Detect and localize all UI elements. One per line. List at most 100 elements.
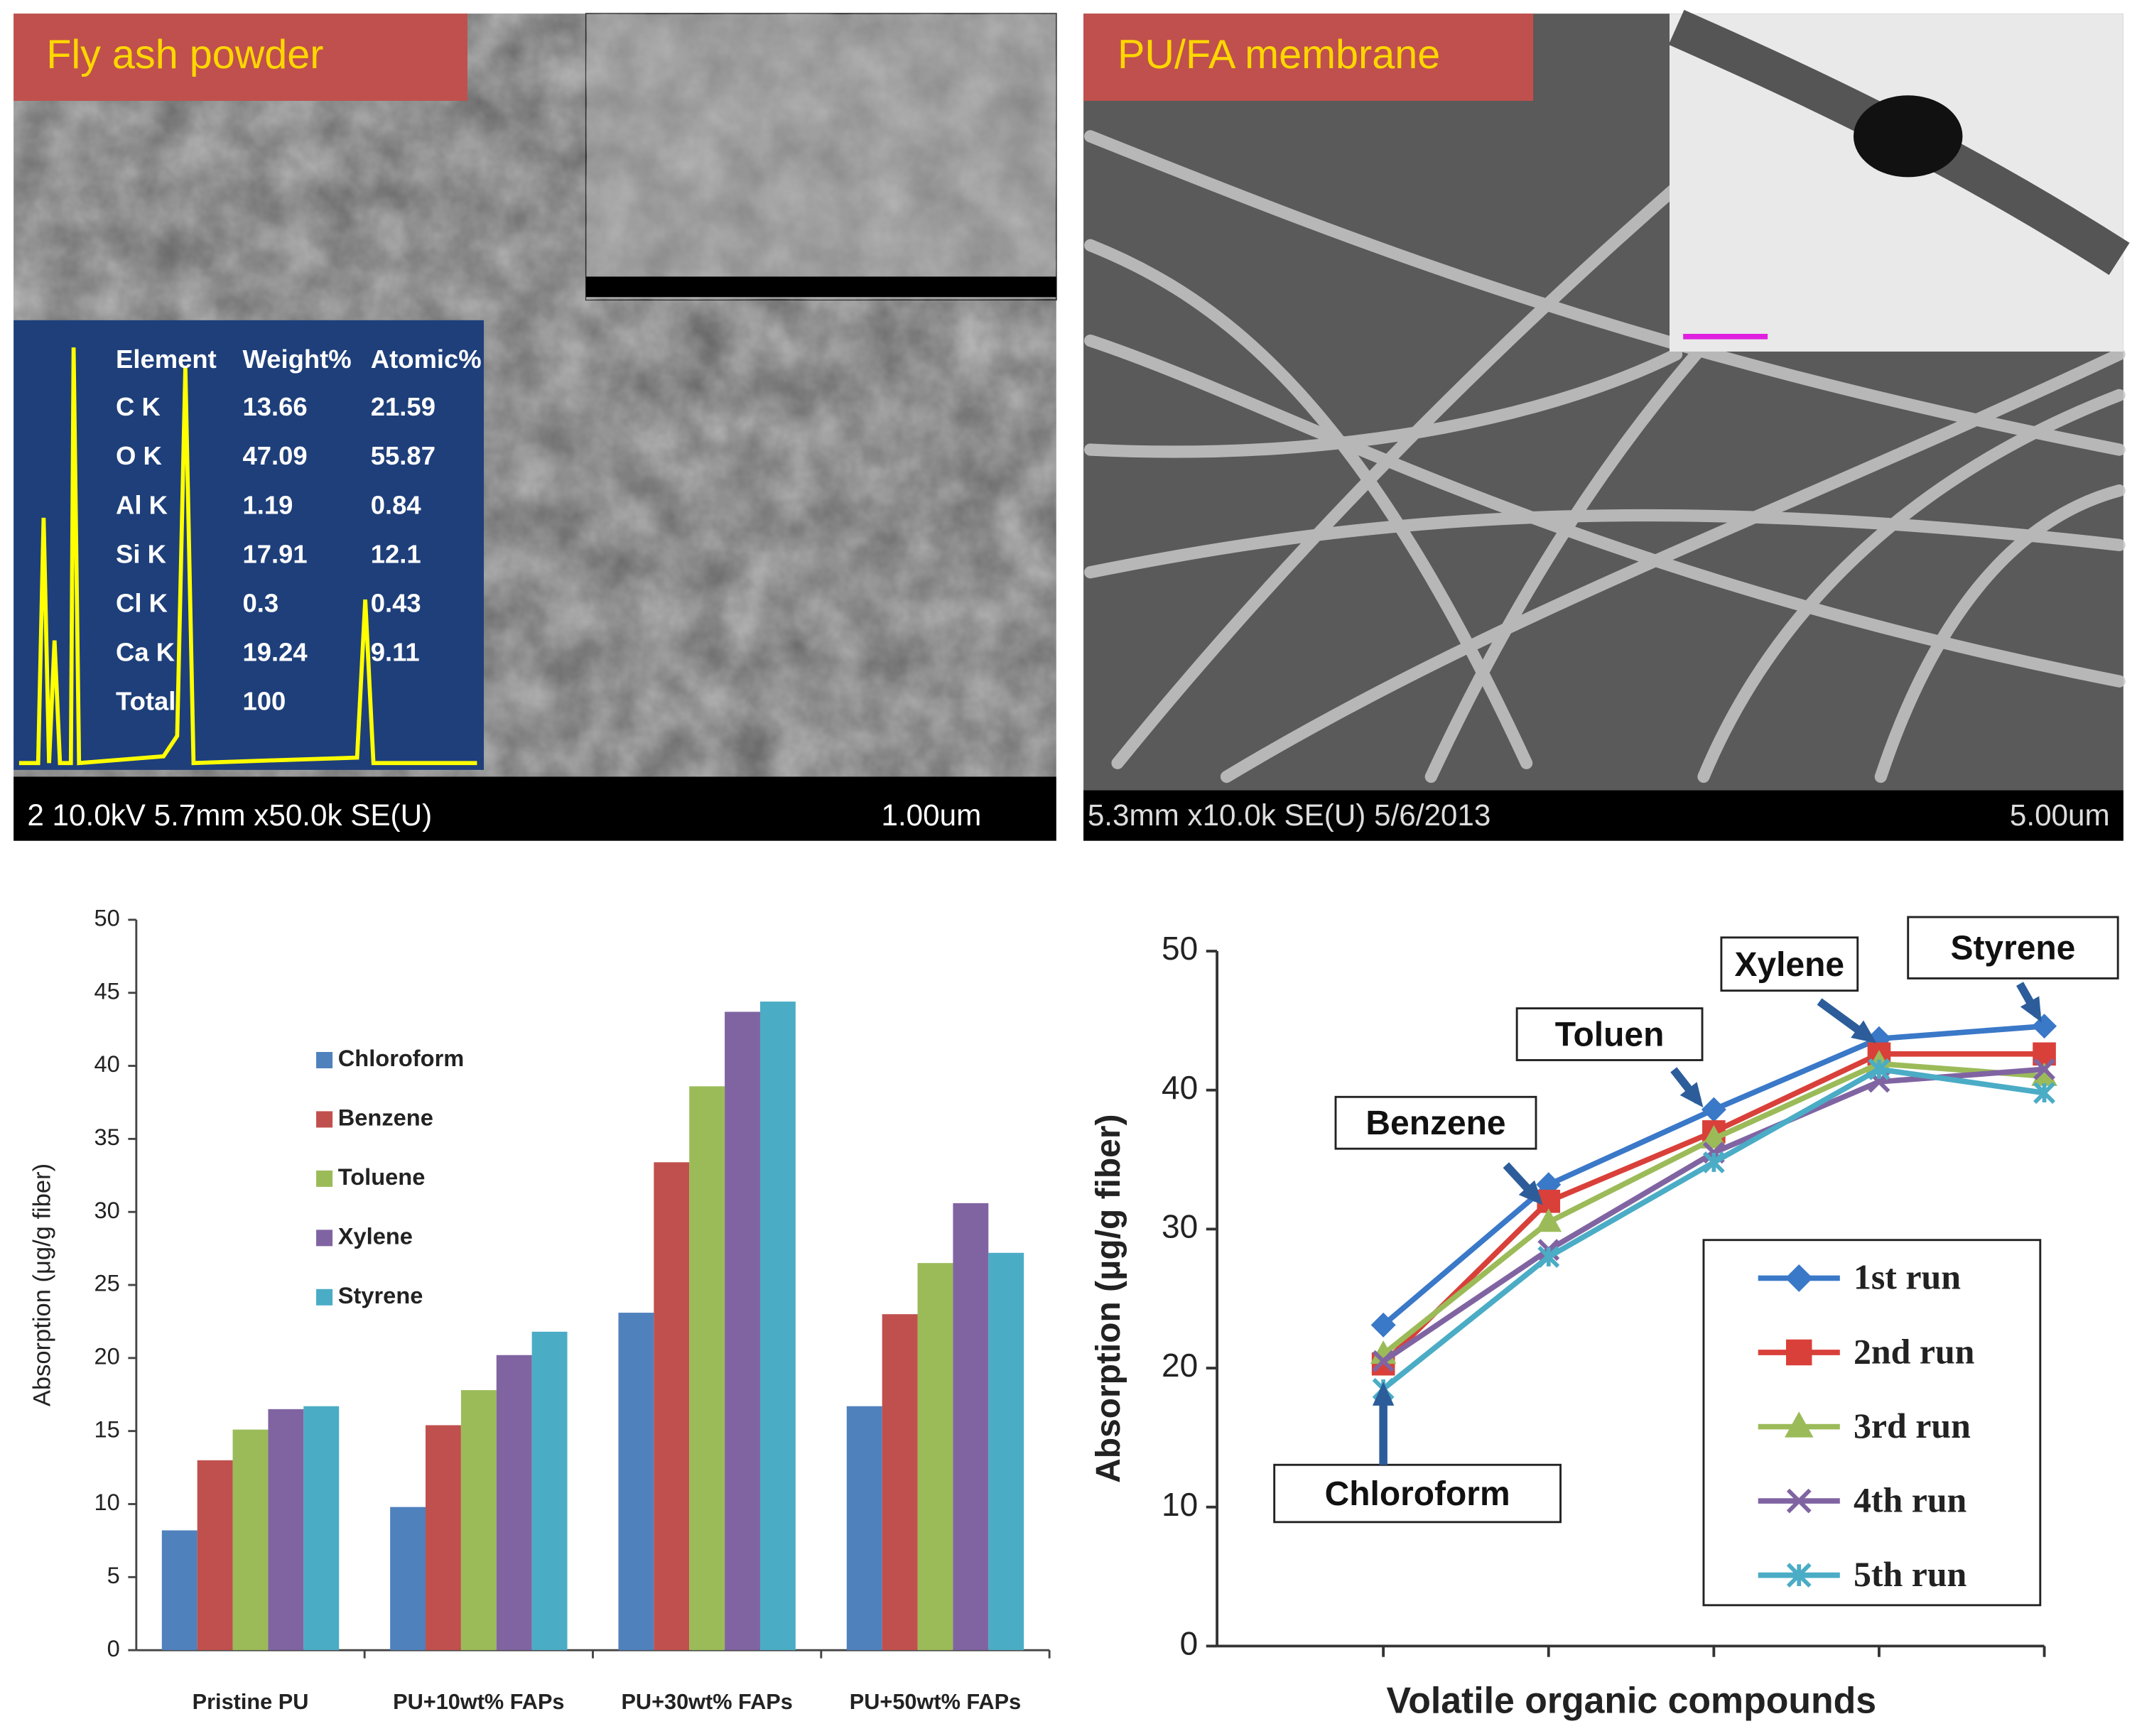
bar <box>303 1406 340 1651</box>
eds-cell: 12.1 <box>371 539 421 568</box>
y-tick-label: 30 <box>94 1197 120 1223</box>
marker <box>1702 1151 1725 1173</box>
fiber <box>1084 348 1683 458</box>
y-tick-label: 35 <box>94 1124 120 1150</box>
sem-inset-texture <box>585 13 1056 300</box>
bar <box>268 1409 304 1651</box>
legend-swatch <box>316 1170 333 1187</box>
eds-cell: 17.91 <box>242 539 307 568</box>
legend-label: 5th run <box>1854 1555 1966 1594</box>
bar <box>496 1355 532 1651</box>
eds-cell: Al K <box>116 490 168 519</box>
inset-bar <box>585 276 1056 298</box>
marker <box>2033 1058 2056 1080</box>
marker <box>1868 1058 1890 1080</box>
y-tick-label: 50 <box>1162 930 1198 967</box>
fiber <box>1220 348 2126 783</box>
legend-swatch <box>316 1051 333 1068</box>
panel-label: Fly ash powder <box>46 32 323 77</box>
sem-info: 2 10.0kV 5.7mm x50.0k SE(U) <box>27 798 432 832</box>
tem-particle <box>1853 95 1963 178</box>
bar <box>725 1011 760 1651</box>
scale-label: 1.00um <box>882 798 982 832</box>
marker <box>1786 1339 1812 1366</box>
legend-label: Toluene <box>338 1163 426 1190</box>
marker <box>1786 1488 1812 1514</box>
y-tick-label: 45 <box>94 977 120 1004</box>
legend-label: Styrene <box>338 1282 423 1308</box>
eds-cell: Ca K <box>116 637 175 666</box>
y-tick-label: 30 <box>1162 1208 1198 1245</box>
annotation-box <box>1334 1095 1537 1150</box>
annotation-box <box>1273 1463 1562 1524</box>
eds-cell: 1.19 <box>242 490 293 519</box>
annotation: Xylene <box>1735 946 1845 984</box>
bar <box>846 1406 882 1651</box>
marker <box>1535 1208 1562 1232</box>
annotation: Toluen <box>1555 1016 1665 1054</box>
fiber <box>1084 334 2126 688</box>
annotation: Chloroform <box>1325 1475 1510 1513</box>
eds-table: Element Weight% Atomic% C K 13.66 21.59 O K 47.… <box>116 345 482 716</box>
eds-cell: 9.11 <box>371 637 420 666</box>
fiber <box>1111 157 1710 769</box>
legend-swatch <box>316 1289 333 1306</box>
x-tick-label: PU+10wt% FAPs <box>393 1689 564 1714</box>
arrow-head <box>1518 1180 1543 1205</box>
arrow-head <box>2020 996 2042 1023</box>
y-tick-label: 40 <box>1162 1069 1198 1106</box>
y-tick-label: 20 <box>94 1342 120 1369</box>
bar <box>689 1086 725 1651</box>
y-tick-label: 15 <box>94 1416 120 1442</box>
fiber <box>1084 130 2126 456</box>
sem-footer <box>1083 790 2124 841</box>
eds-cell: 100 <box>242 687 286 716</box>
y-tick-label: 25 <box>94 1270 120 1296</box>
eds-panel <box>13 320 485 770</box>
y-tick-label: 10 <box>1162 1486 1198 1523</box>
eds-cell: O K <box>116 441 162 470</box>
legend-swatch <box>316 1230 333 1247</box>
eds-cell: 21.59 <box>371 392 435 421</box>
annotation-box <box>1515 1007 1704 1061</box>
marker <box>1786 1563 1812 1588</box>
scale-label: 5.00um <box>2010 798 2110 832</box>
eds-spectrum <box>18 347 477 766</box>
legend-label: Chloroform <box>338 1045 465 1071</box>
bar <box>161 1530 198 1651</box>
fiber <box>1697 389 2126 783</box>
x-tick-label: Pristine PU <box>193 1689 309 1714</box>
y-tick-label: 0 <box>1180 1625 1199 1662</box>
eds-cell: 47.09 <box>242 441 307 470</box>
fiber <box>1084 239 1533 769</box>
y-tick-label: 5 <box>107 1562 120 1588</box>
marker <box>1537 1246 1560 1268</box>
bar <box>460 1390 497 1651</box>
annotation-box <box>1907 916 2119 980</box>
eds-cell: 0.84 <box>371 490 422 519</box>
marker <box>2032 1014 2057 1039</box>
bar <box>618 1313 654 1651</box>
bar <box>654 1162 690 1651</box>
eds-cell: 0.3 <box>242 588 278 617</box>
eds-cell: C K <box>116 392 161 421</box>
y-tick-label: 20 <box>1162 1347 1198 1384</box>
bar <box>232 1429 269 1651</box>
bar <box>197 1460 233 1651</box>
annotation: Benzene <box>1365 1105 1505 1142</box>
legend-label: 1st run <box>1854 1258 1961 1297</box>
y-tick-label: 50 <box>94 905 120 931</box>
eds-header: Element <box>116 345 217 374</box>
eds-cell: 13.66 <box>242 392 307 421</box>
sem-footer <box>13 776 1056 841</box>
x-tick-label: PU+50wt% FAPs <box>850 1689 1021 1714</box>
legend-label: Benzene <box>338 1105 433 1131</box>
eds-cell: 0.43 <box>371 588 421 617</box>
marker <box>1372 1350 1395 1372</box>
eds-cell: Cl K <box>116 588 168 617</box>
annotation-box <box>1720 936 1859 992</box>
bar <box>988 1252 1024 1651</box>
y-tick-label: 0 <box>107 1635 120 1661</box>
bar <box>953 1203 989 1651</box>
